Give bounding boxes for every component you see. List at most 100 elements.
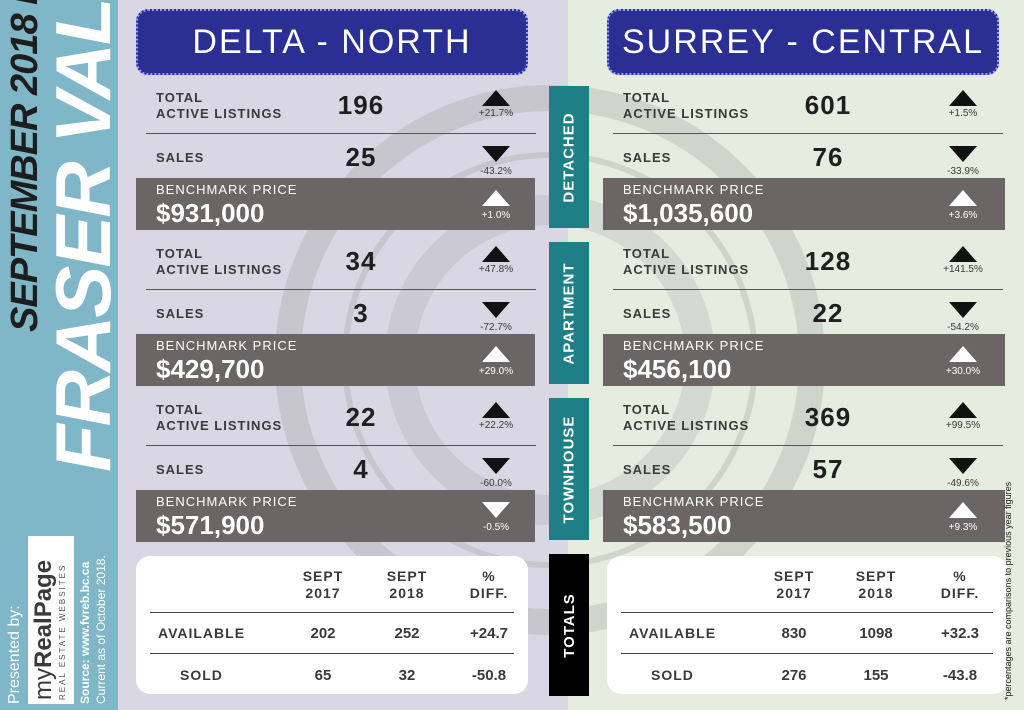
benchmark-label: BENCHMARK PRICE [156, 338, 298, 353]
table-cell: 202 [310, 625, 336, 642]
triangle-down-icon [949, 302, 977, 318]
benchmark-label: BENCHMARK PRICE [623, 182, 765, 197]
category-townhouse: TOWNHOUSE [549, 398, 589, 540]
benchmark-label: BENCHMARK PRICE [156, 494, 298, 509]
left-region-title: DELTA - NORTH [136, 9, 528, 75]
right-detached-active-listings-row: TOTAL ACTIVE LISTINGS 601 +1.5% [603, 86, 1003, 136]
triangle-down-icon [949, 458, 977, 474]
category-totals: TOTALS [549, 554, 589, 696]
triangle-down-icon [482, 502, 510, 518]
benchmark-value: $571,900 [156, 510, 265, 540]
sales-label: SALES [623, 462, 672, 477]
divider [146, 133, 536, 134]
benchmark-value: $429,700 [156, 354, 265, 384]
table-cell: 1098 [859, 625, 893, 642]
divider [613, 445, 1003, 446]
totals-header: SEPT 2017 [302, 568, 344, 601]
sales-value: 3 [353, 298, 369, 328]
logo-my: my [30, 668, 57, 700]
right-detached-sales-row: SALES 76 -33.9% [603, 140, 1003, 190]
triangle-up-icon [482, 190, 510, 206]
totals-table-right: SEPT 2017 SEPT 2018 % DIFF. AVAILABLE 830 1… [607, 556, 1007, 694]
benchmark-change: +30.0% [945, 366, 981, 377]
triangle-up-icon [949, 346, 977, 362]
sales-change: -60.0% [480, 478, 512, 489]
triangle-down-icon [482, 458, 510, 474]
left-apartment-active-listings-row: TOTAL ACTIVE LISTINGS 34 +47.8% [136, 242, 536, 292]
benchmark-label: BENCHMARK PRICE [623, 494, 765, 509]
sales-value: 76 [812, 142, 844, 172]
active-listings-label: TOTAL ACTIVE LISTINGS [156, 90, 283, 121]
benchmark-value: $1,035,600 [623, 198, 754, 228]
triangle-up-icon [482, 402, 510, 418]
presented-by: Presented by: [6, 605, 23, 704]
active-listings-label: TOTAL ACTIVE LISTINGS [623, 402, 750, 433]
left-townhouse-benchmark-price: BENCHMARK PRICE $571,900 -0.5% [136, 490, 535, 542]
active-listings-change: +21.7% [478, 108, 514, 119]
triangle-up-icon [949, 402, 977, 418]
category-label: TOWNHOUSE [560, 415, 578, 523]
region-title: FRASER VALLEY - 3 [39, 0, 118, 472]
available-label: AVAILABLE [158, 625, 246, 641]
table-cell: 32 [398, 667, 416, 684]
benchmark-change: -0.5% [482, 522, 510, 533]
triangle-up-icon [482, 90, 510, 106]
left-apartment-benchmark-price: BENCHMARK PRICE $429,700 +29.0% [136, 334, 535, 386]
sales-change: -43.2% [480, 166, 512, 177]
right-apartment-sales-row: SALES 22 -54.2% [603, 296, 1003, 346]
table-cell: 155 [863, 667, 889, 684]
benchmark-change: +9.3% [948, 522, 978, 533]
sales-value: 57 [812, 454, 844, 484]
divider [150, 653, 514, 654]
totals-header: SEPT 2018 [855, 568, 897, 601]
active-listings-value: 128 [804, 246, 852, 276]
table-cell: +32.3 [941, 625, 979, 642]
sales-change: -54.2% [947, 322, 979, 333]
triangle-up-icon [482, 346, 510, 362]
triangle-up-icon [949, 90, 977, 106]
sales-value: 25 [345, 142, 377, 172]
right-townhouse-active-listings-row: TOTAL ACTIVE LISTINGS 369 +99.5% [603, 398, 1003, 448]
logo-brand: RealPage [30, 559, 57, 668]
benchmark-label: BENCHMARK PRICE [156, 182, 298, 197]
benchmark-value: $931,000 [156, 198, 265, 228]
benchmark-change: +29.0% [478, 366, 514, 377]
table-cell: -50.8 [471, 667, 507, 684]
benchmark-change: +1.0% [481, 210, 511, 221]
active-listings-value: 601 [804, 90, 852, 120]
benchmark-change: +3.6% [948, 210, 978, 221]
logo-sub: REAL ESTATE WEBSITES [58, 563, 67, 700]
benchmark-value: $456,100 [623, 354, 732, 384]
sales-change: -49.6% [947, 478, 979, 489]
left-townhouse-sales-row: SALES 4 -60.0% [136, 452, 536, 502]
right-townhouse-benchmark-price: BENCHMARK PRICE $583,500 +9.3% [603, 490, 1005, 542]
divider [146, 445, 536, 446]
right-detached-benchmark-price: BENCHMARK PRICE $1,035,600 +3.6% [603, 178, 1005, 230]
source-text: Source: www.fvreb.bc.ca [78, 561, 92, 704]
totals-header: % DIFF. [469, 568, 509, 601]
active-listings-change: +47.8% [478, 264, 514, 275]
sold-label: SOLD [180, 667, 223, 683]
totals-table-left: SEPT 2017 SEPT 2018 % DIFF. AVAILABLE 202 2… [136, 556, 528, 694]
triangle-up-icon [949, 246, 977, 262]
triangle-up-icon [949, 502, 977, 518]
table-cell: 252 [394, 625, 420, 642]
left-apartment-sales-row: SALES 3 -72.7% [136, 296, 536, 346]
category-label: TOTALS [560, 592, 578, 658]
totals-header: SEPT 2017 [773, 568, 815, 601]
active-listings-label: TOTAL ACTIVE LISTINGS [156, 246, 283, 277]
triangle-down-icon [949, 146, 977, 162]
sales-label: SALES [156, 150, 205, 165]
active-listings-change: +1.5% [948, 108, 978, 119]
left-detached-benchmark-price: BENCHMARK PRICE $931,000 +1.0% [136, 178, 535, 230]
table-cell: +24.7 [470, 625, 508, 642]
left-detached-active-listings-row: TOTAL ACTIVE LISTINGS 196 +21.7% [136, 86, 536, 136]
triangle-down-icon [482, 302, 510, 318]
category-detached: DETACHED [549, 86, 589, 228]
active-listings-label: TOTAL ACTIVE LISTINGS [623, 90, 750, 121]
right-region-title: SURREY - CENTRAL [607, 9, 999, 75]
table-cell: 830 [781, 625, 807, 642]
right-apartment-benchmark-price: BENCHMARK PRICE $456,100 +30.0% [603, 334, 1005, 386]
divider [621, 653, 993, 654]
right-apartment-active-listings-row: TOTAL ACTIVE LISTINGS 128 +141.5% [603, 242, 1003, 292]
